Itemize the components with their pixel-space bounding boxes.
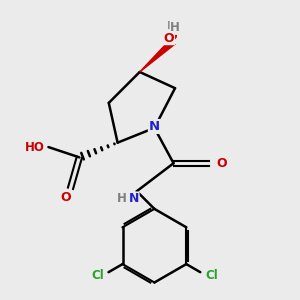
Text: Cl: Cl xyxy=(91,268,104,282)
Text: HO: HO xyxy=(25,141,45,154)
Polygon shape xyxy=(140,37,177,72)
Text: Cl: Cl xyxy=(205,268,218,282)
Text: H: H xyxy=(117,192,127,205)
Text: N: N xyxy=(129,192,139,205)
Text: O: O xyxy=(61,190,71,204)
Text: O: O xyxy=(167,30,177,43)
Text: O: O xyxy=(217,157,227,170)
Text: H: H xyxy=(167,20,177,33)
Text: N: N xyxy=(149,120,160,133)
Text: O: O xyxy=(164,32,175,45)
Text: H: H xyxy=(170,21,180,34)
